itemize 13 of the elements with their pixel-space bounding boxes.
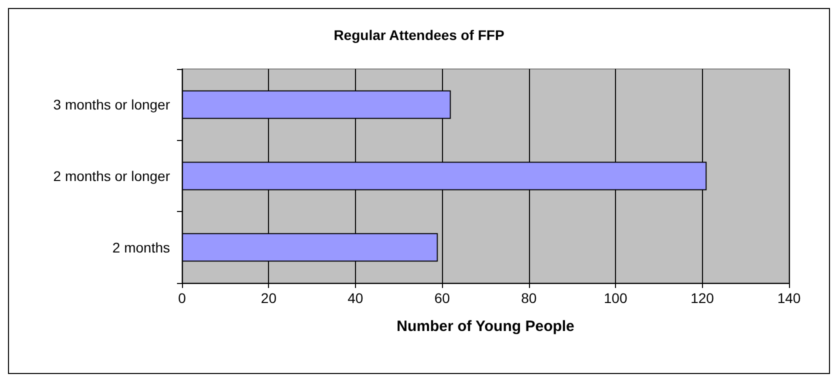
x-tick-label: 20	[260, 290, 277, 306]
y-tick-label: 2 months or longer	[53, 168, 170, 184]
x-tick-label: 60	[434, 290, 450, 306]
x-axis-title: Number of Young People	[396, 318, 574, 335]
x-tick-label: 100	[604, 290, 628, 306]
x-tick-label: 40	[348, 290, 364, 306]
x-tick-label: 120	[690, 290, 714, 306]
y-tick-label: 2 months	[112, 239, 170, 256]
chart-title: Regular Attendees of FFP	[334, 27, 504, 43]
x-tick-label: 0	[178, 290, 186, 306]
x-tick-label: 140	[777, 290, 801, 306]
y-tick-label: 3 months or longer	[53, 96, 170, 113]
x-tick-label: 80	[521, 290, 537, 306]
